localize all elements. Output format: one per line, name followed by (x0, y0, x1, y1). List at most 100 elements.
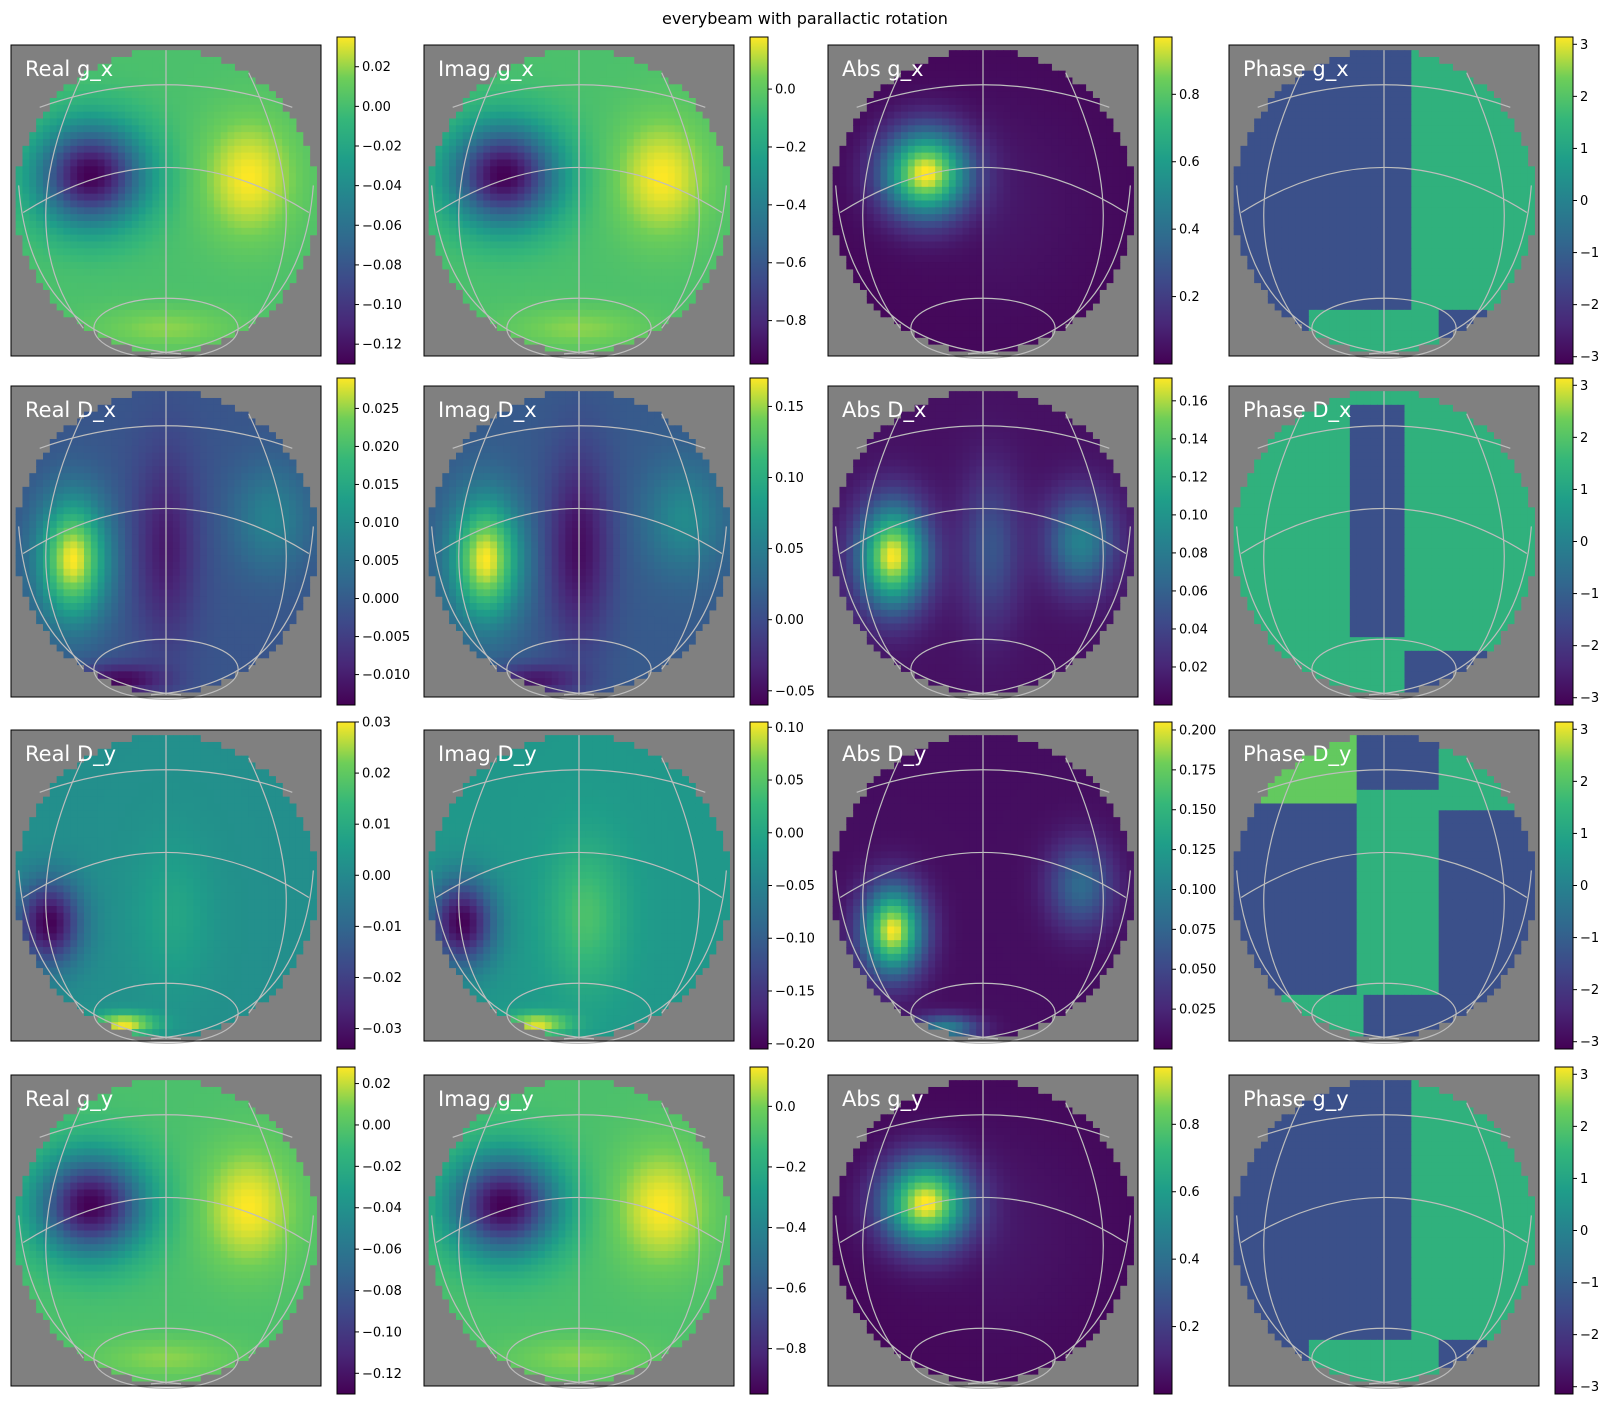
heatmap-cell (538, 194, 545, 201)
heatmap-cell (132, 77, 139, 84)
heatmap-cell (1072, 166, 1079, 173)
heatmap-cell (173, 248, 180, 255)
heatmap-cell (132, 317, 139, 324)
heatmap-cell (545, 77, 552, 84)
heatmap-cell (111, 118, 118, 125)
heatmap-cell (77, 84, 84, 91)
heatmap-cell (545, 112, 552, 119)
heatmap-cell (248, 235, 255, 242)
heatmap-cell (517, 289, 524, 296)
heatmap-cell (593, 187, 600, 194)
heatmap-cell (880, 84, 887, 91)
heatmap-cell (193, 98, 200, 105)
heatmap-cell (593, 242, 600, 249)
heatmap-cell (241, 283, 248, 290)
heatmap-cell (118, 283, 125, 290)
heatmap-cell (449, 118, 456, 125)
heatmap-cell (490, 262, 497, 269)
heatmap-cell (50, 180, 57, 187)
heatmap-cell (435, 201, 442, 208)
heatmap-cell (234, 235, 241, 242)
heatmap-cell (187, 180, 194, 187)
heatmap-cell (63, 180, 70, 187)
heatmap-cell (442, 235, 449, 242)
heatmap-cell (241, 77, 248, 84)
heatmap-cell (593, 112, 600, 119)
heatmap-cell (166, 289, 173, 296)
heatmap-cell (702, 166, 709, 173)
heatmap-cell (908, 132, 915, 139)
heatmap-cell (1065, 125, 1072, 132)
heatmap-cell (983, 112, 990, 119)
heatmap-cell (289, 180, 296, 187)
heatmap-cell (1017, 146, 1024, 153)
heatmap-cell (84, 214, 91, 221)
heatmap-cell (545, 118, 552, 125)
heatmap-cell (490, 248, 497, 255)
heatmap-cell (531, 310, 538, 317)
colorbar-tick-label: −0.02 (362, 140, 402, 155)
heatmap-cell (593, 289, 600, 296)
heatmap-cell (600, 242, 607, 249)
heatmap-cell (152, 207, 159, 214)
heatmap-cell (214, 330, 221, 337)
heatmap-cell (483, 194, 490, 201)
heatmap-cell (606, 255, 613, 262)
heatmap-cell (1004, 139, 1011, 146)
heatmap-cell (559, 77, 566, 84)
heatmap-cell (1099, 112, 1106, 119)
heatmap-cell (1038, 160, 1045, 167)
heatmap-cell (241, 207, 248, 214)
heatmap-cell (125, 125, 132, 132)
heatmap-cell (956, 118, 963, 125)
heatmap-cell (214, 255, 221, 262)
heatmap-cell (949, 146, 956, 153)
heatmap-cell (207, 187, 214, 194)
heatmap-cell (166, 330, 173, 337)
heatmap-cell (627, 132, 634, 139)
heatmap-cell (282, 146, 289, 153)
heatmap-cell (146, 194, 153, 201)
heatmap-cell (449, 242, 456, 249)
heatmap-cell (200, 118, 207, 125)
heatmap-cell (84, 248, 91, 255)
heatmap-cell (545, 57, 552, 64)
heatmap-cell (634, 296, 641, 303)
heatmap-cell (36, 187, 43, 194)
heatmap-cell (983, 91, 990, 98)
heatmap-cell (282, 153, 289, 160)
heatmap-cell (675, 180, 682, 187)
heatmap-cell (545, 324, 552, 331)
heatmap-cell (187, 91, 194, 98)
heatmap-cell (511, 221, 518, 228)
heatmap-cell (132, 269, 139, 276)
heatmap-cell (688, 105, 695, 112)
heatmap-cell (241, 84, 248, 91)
heatmap-cell (470, 146, 477, 153)
heatmap-cell (132, 276, 139, 283)
heatmap-cell (125, 248, 132, 255)
heatmap-cell (152, 201, 159, 208)
heatmap-cell (647, 166, 654, 173)
heatmap-cell (641, 214, 648, 221)
heatmap-cell (709, 187, 716, 194)
heatmap-cell (248, 214, 255, 221)
heatmap-cell (593, 125, 600, 132)
heatmap-cell (77, 153, 84, 160)
heatmap-cell (104, 187, 111, 194)
heatmap-cell (688, 112, 695, 119)
heatmap-cell (579, 235, 586, 242)
heatmap-cell (702, 160, 709, 167)
heatmap-cell (36, 118, 43, 125)
heatmap-cell (490, 160, 497, 167)
heatmap-cell (98, 146, 105, 153)
heatmap-cell (289, 248, 296, 255)
heatmap-cell (214, 112, 221, 119)
heatmap-cell (552, 242, 559, 249)
heatmap-cell (921, 91, 928, 98)
heatmap-cell (173, 77, 180, 84)
heatmap-cell (132, 112, 139, 119)
heatmap-cell (166, 153, 173, 160)
heatmap-cell (228, 132, 235, 139)
heatmap-cell (641, 324, 648, 331)
